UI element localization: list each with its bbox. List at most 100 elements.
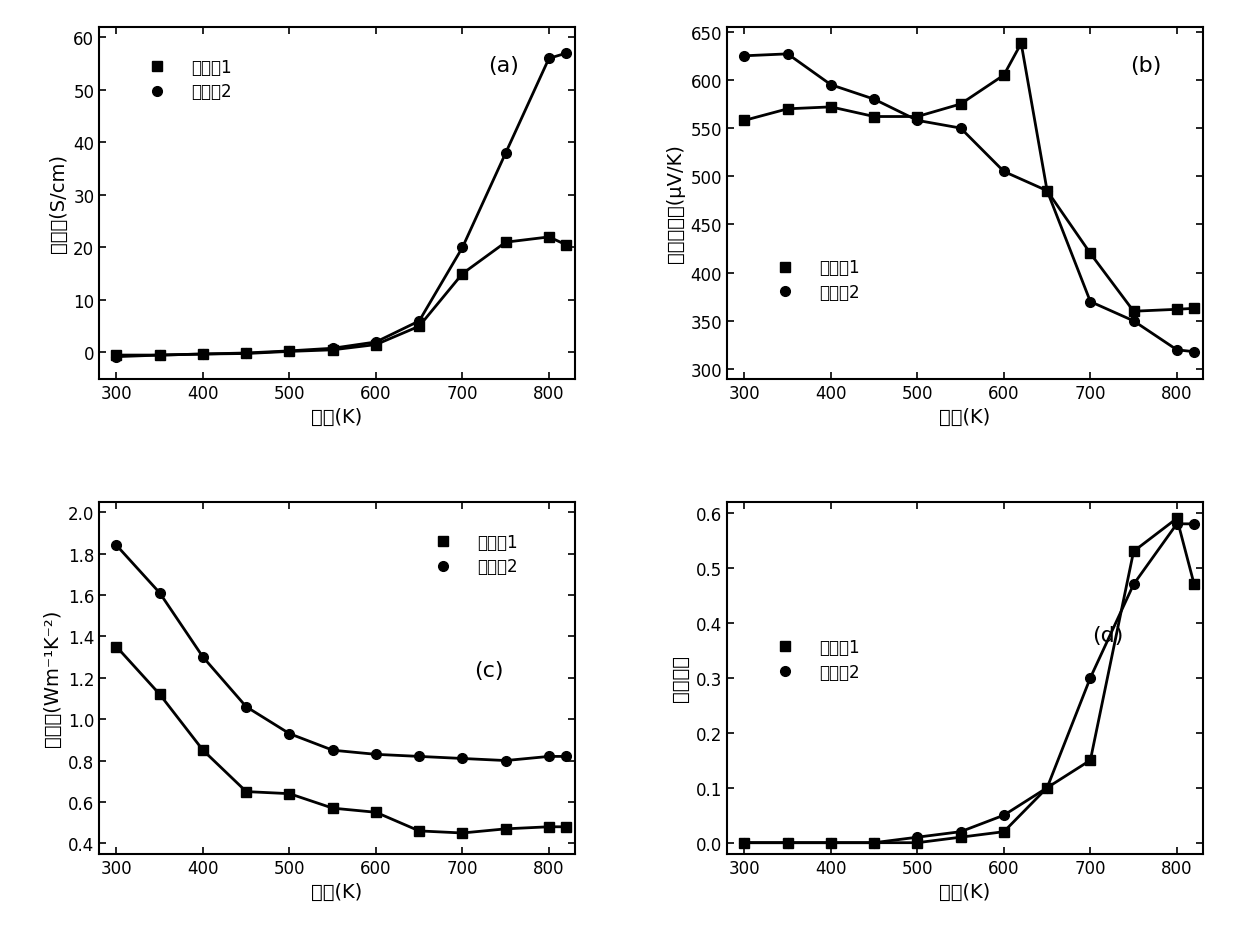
实施例1	[559, 240, 574, 251]
实施例1	[737, 837, 751, 848]
实施例2	[954, 123, 968, 135]
实施例1	[823, 837, 838, 848]
Line: 实施例1: 实施例1	[112, 233, 572, 361]
实施例2	[196, 349, 211, 360]
实施例2	[1039, 782, 1054, 793]
实施例1	[1039, 782, 1054, 793]
实施例2	[455, 754, 470, 765]
Line: 实施例1: 实施例1	[739, 39, 1199, 316]
实施例1	[954, 99, 968, 110]
Y-axis label: 电导率(S/cm): 电导率(S/cm)	[48, 154, 68, 253]
实施例1	[368, 340, 383, 351]
实施例2	[997, 167, 1012, 178]
实施例1	[997, 71, 1012, 82]
实施例1	[196, 349, 211, 360]
实施例2	[239, 348, 254, 359]
Text: (d): (d)	[1092, 625, 1123, 645]
实施例1	[542, 232, 557, 243]
实施例1	[325, 345, 340, 356]
实施例1	[823, 102, 838, 113]
X-axis label: 温度(K): 温度(K)	[311, 883, 362, 901]
Line: 实施例2: 实施例2	[739, 50, 1199, 357]
Legend: 实施例1, 实施例2: 实施例1, 实施例2	[759, 254, 864, 306]
Text: (c): (c)	[475, 661, 503, 680]
实施例2	[153, 350, 167, 361]
实施例2	[325, 343, 340, 354]
实施例2	[281, 728, 296, 740]
实施例1	[997, 826, 1012, 837]
实施例1	[412, 825, 427, 836]
实施例1	[239, 786, 254, 797]
实施例1	[109, 641, 124, 652]
实施例1	[1169, 513, 1184, 524]
Y-axis label: 热电优值: 热电优值	[671, 654, 691, 702]
Y-axis label: 热导率(Wm⁻¹K⁻²): 热导率(Wm⁻¹K⁻²)	[43, 610, 62, 747]
实施例1	[239, 349, 254, 360]
实施例2	[1083, 297, 1097, 308]
实施例2	[368, 337, 383, 348]
实施例1	[559, 821, 574, 832]
实施例2	[153, 587, 167, 599]
Legend: 实施例1, 实施例2: 实施例1, 实施例2	[131, 54, 237, 107]
实施例1	[910, 837, 925, 848]
实施例2	[325, 745, 340, 756]
实施例1	[455, 828, 470, 839]
实施例1	[1169, 304, 1184, 316]
实施例2	[559, 48, 574, 59]
实施例2	[737, 51, 751, 62]
实施例1	[780, 104, 795, 115]
实施例1	[455, 269, 470, 280]
实施例2	[239, 702, 254, 713]
实施例1	[737, 116, 751, 127]
Line: 实施例2: 实施例2	[112, 541, 572, 766]
实施例2	[1187, 519, 1202, 530]
Legend: 实施例1, 实施例2: 实施例1, 实施例2	[759, 634, 864, 686]
实施例1	[281, 346, 296, 357]
实施例2	[780, 49, 795, 60]
实施例2	[1169, 345, 1184, 356]
实施例1	[412, 321, 427, 332]
实施例2	[196, 651, 211, 663]
实施例2	[910, 116, 925, 127]
实施例2	[455, 242, 470, 253]
实施例2	[559, 751, 574, 762]
实施例1	[153, 350, 167, 361]
实施例2	[412, 751, 427, 762]
Line: 实施例2: 实施例2	[739, 520, 1199, 847]
Text: (a): (a)	[489, 56, 520, 76]
实施例2	[1169, 519, 1184, 530]
实施例2	[780, 837, 795, 848]
实施例2	[1187, 347, 1202, 358]
实施例2	[281, 346, 296, 357]
实施例1	[281, 788, 296, 799]
X-axis label: 温度(K): 温度(K)	[940, 883, 991, 901]
实施例2	[737, 837, 751, 848]
实施例1	[1187, 579, 1202, 590]
实施例1	[954, 831, 968, 843]
实施例1	[1039, 186, 1054, 197]
X-axis label: 温度(K): 温度(K)	[940, 407, 991, 427]
实施例2	[823, 80, 838, 91]
实施例2	[1083, 673, 1097, 684]
Legend: 实施例1, 实施例2: 实施例1, 实施例2	[417, 528, 522, 581]
Y-axis label: 塞谝克系数(μV/K): 塞谝克系数(μV/K)	[666, 144, 684, 263]
实施例2	[823, 837, 838, 848]
实施例2	[1126, 316, 1141, 327]
实施例2	[997, 810, 1012, 821]
实施例2	[542, 54, 557, 65]
实施例1	[867, 837, 882, 848]
实施例2	[910, 831, 925, 843]
Line: 实施例2: 实施例2	[112, 49, 572, 362]
实施例2	[954, 826, 968, 837]
Line: 实施例1: 实施例1	[739, 514, 1199, 847]
实施例1	[1126, 547, 1141, 558]
实施例2	[867, 95, 882, 106]
实施例2	[368, 749, 383, 760]
实施例2	[1126, 579, 1141, 590]
实施例1	[780, 837, 795, 848]
实施例1	[1187, 303, 1202, 315]
实施例2	[109, 352, 124, 363]
实施例1	[368, 806, 383, 818]
实施例1	[196, 745, 211, 756]
实施例1	[542, 821, 557, 832]
